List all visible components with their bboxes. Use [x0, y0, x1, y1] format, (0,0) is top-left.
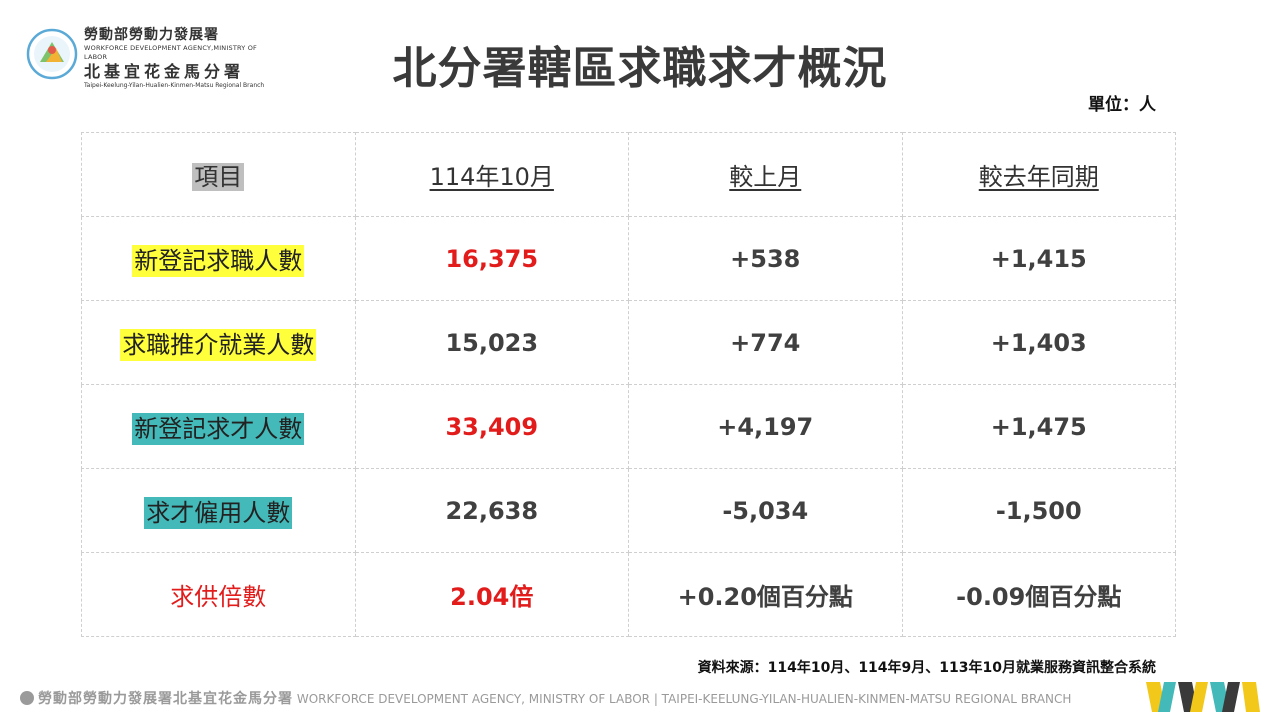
- logo-branch-name-zh: 北基宜花金馬分署: [84, 62, 245, 81]
- header-current-month: 114年10月: [354, 132, 629, 217]
- footer: 勞動部勞動力發展署北基宜花金馬分署 WORKFORCE DEVELOPMENT …: [20, 688, 1071, 708]
- header-yoy-label: 較去年同期: [978, 163, 1099, 191]
- header-year-over-year: 較去年同期: [901, 132, 1176, 217]
- page-title: 北分署轄區求職求才概況: [392, 43, 888, 94]
- row-value: 15,023: [354, 300, 629, 385]
- row-value: 33,409: [354, 384, 629, 469]
- table-header-row: 項目 114年10月 較上月 較去年同期: [81, 132, 1176, 217]
- data-source-note: 資料來源：114年10月、114年9月、113年10月就業服務資訊整合系統: [697, 660, 1156, 676]
- stats-table: 項目 114年10月 較上月 較去年同期 新登記求職人數 16,375 +538…: [81, 132, 1176, 637]
- row-value: 16,375: [354, 216, 629, 301]
- footer-agency-en: WORKFORCE DEVELOPMENT AGENCY, MINISTRY O…: [296, 692, 1072, 706]
- table-row: 新登記求才人數 33,409 +4,197 +1,475: [81, 384, 1176, 469]
- footer-agency-zh: 勞動部勞動力發展署北基宜花金馬分署: [38, 691, 293, 707]
- row-value: 2.04倍: [354, 552, 629, 637]
- header-current-month-label: 114年10月: [429, 163, 554, 191]
- table-row: 求才僱用人數 22,638 -5,034 -1,500: [81, 468, 1176, 553]
- agency-emblem-icon: [26, 28, 78, 80]
- row-yoy: +1,415: [901, 216, 1176, 301]
- row-yoy: -1,500: [901, 468, 1176, 553]
- row-label: 求供倍數: [170, 583, 267, 611]
- row-yoy: -0.09個百分點: [901, 552, 1176, 637]
- header-month-over-month: 較上月: [628, 132, 903, 217]
- logo-agency-name-en: WORKFORCE DEVELOPMENT AGENCY,MINISTRY OF…: [84, 44, 257, 61]
- agency-logo: 勞動部勞動力發展署 WORKFORCE DEVELOPMENT AGENCY,M…: [26, 26, 276, 89]
- table-row: 求職推介就業人數 15,023 +774 +1,403: [81, 300, 1176, 385]
- row-yoy: +1,403: [901, 300, 1176, 385]
- row-value: 22,638: [354, 468, 629, 553]
- row-label: 新登記求職人數: [132, 245, 305, 277]
- row-label: 新登記求才人數: [132, 413, 305, 445]
- brand-mark-icon: [1146, 682, 1260, 712]
- table-row: 新登記求職人數 16,375 +538 +1,415: [81, 216, 1176, 301]
- logo-branch-name-en: Taipei-Keelung-Yilan-Hualien-Kinmen-Mats…: [84, 82, 265, 89]
- header-item-label: 項目: [192, 163, 245, 191]
- row-mom: +538: [628, 216, 903, 301]
- header-mom-label: 較上月: [729, 163, 802, 191]
- unit-label: 單位：人: [1088, 95, 1156, 115]
- row-mom: +0.20個百分點: [628, 552, 903, 637]
- row-label: 求才僱用人數: [144, 497, 293, 529]
- row-mom: +774: [628, 300, 903, 385]
- row-yoy: +1,475: [901, 384, 1176, 469]
- agency-mark-icon: [20, 691, 34, 705]
- header-item: 項目: [81, 132, 356, 217]
- logo-agency-name-zh: 勞動部勞動力發展署: [84, 27, 219, 43]
- row-label: 求職推介就業人數: [120, 329, 317, 361]
- table-row: 求供倍數 2.04倍 +0.20個百分點 -0.09個百分點: [81, 552, 1176, 637]
- row-mom: -5,034: [628, 468, 903, 553]
- row-mom: +4,197: [628, 384, 903, 469]
